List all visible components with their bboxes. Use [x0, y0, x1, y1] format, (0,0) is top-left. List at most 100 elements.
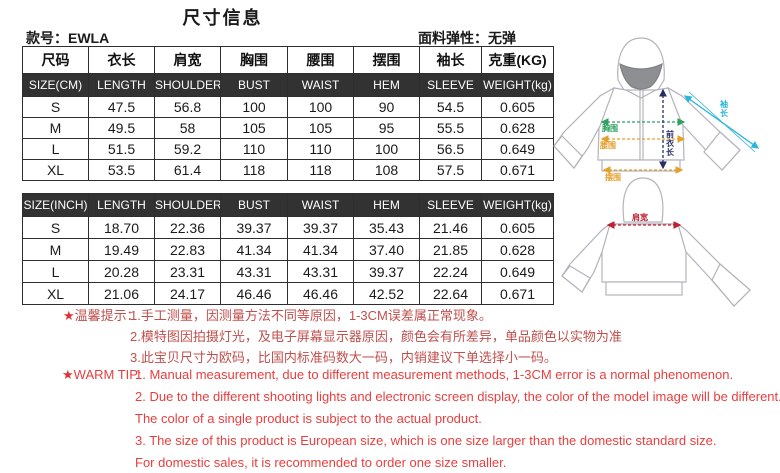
value-cell: 100 [287, 96, 354, 118]
value-cell: 46.46 [220, 282, 288, 305]
value-cell: 110 [220, 138, 288, 160]
bust-arrow-label: 胸围 [602, 124, 618, 133]
fabric-elasticity-label: 面料弹性：无弹 [418, 30, 516, 46]
column-header: WAIST [287, 193, 354, 217]
warm-tip-en-lines: 1. Manual measurement, due to different … [135, 364, 780, 473]
column-header: SIZE(CM) [22, 73, 89, 97]
column-header: BUST [220, 193, 288, 217]
column-header: BUST [220, 73, 288, 97]
value-cell: 20.28 [88, 260, 155, 283]
value-cell: 58 [154, 117, 221, 139]
inch-table-en-header-row: SIZE(INCH) LENGTH SHOULDER BUST WAIST HEM SLEE… [22, 193, 554, 217]
sleeve-arrow-label: 袖长 [720, 100, 728, 118]
star-icon: ★ [62, 367, 74, 382]
value-cell: 90 [353, 96, 420, 118]
warm-tip-english: ★WARM TIP: 1. Manual measurement, due to… [62, 364, 780, 473]
value-cell: 22.36 [154, 216, 221, 239]
value-cell: 22.24 [419, 260, 482, 283]
value-cell: 100 [353, 138, 420, 160]
value-cell: 43.31 [287, 260, 354, 283]
column-header: SHOULDER [154, 193, 221, 217]
style-number-label: 款号：EWLA [26, 30, 110, 46]
value-cell: 42.52 [353, 282, 420, 305]
note-line: For domestic sales, it is recommended to… [135, 455, 507, 470]
column-header: SLEEVE [419, 193, 482, 217]
size-cell: M [22, 238, 89, 261]
column-header: 尺码 [22, 46, 89, 74]
value-cell: 18.70 [88, 216, 155, 239]
value-cell: 118 [287, 159, 354, 181]
value-cell: 35.43 [353, 216, 420, 239]
hem-arrow-label: 摆围 [605, 173, 621, 182]
column-header: SIZE(INCH) [22, 193, 89, 217]
value-cell: 100 [220, 96, 288, 118]
value-cell: 95 [353, 117, 420, 139]
size-cell: S [22, 216, 89, 239]
cm-table-body: S 47.5 56.8 100 100 90 54.5 0.605 M 49.5 58 105 105 9… [22, 96, 554, 181]
column-header: LENGTH [88, 73, 155, 97]
value-cell: 57.5 [419, 159, 482, 181]
value-cell: 0.649 [481, 138, 554, 160]
column-header: 胸围 [220, 46, 288, 74]
column-header: 克重(KG) [481, 46, 554, 74]
warm-tip-cn-lines: 1.手工测量，因测量方法不同等原因，1-3CM误差属正常现象。 2.模特图因拍摄灯… [130, 305, 622, 368]
note-line: The color of a single product is subject… [135, 411, 482, 426]
size-cell: XL [22, 159, 89, 181]
back-view-jacket [561, 177, 751, 307]
table-row: S 18.70 22.36 39.37 39.37 35.43 21.46 0.605 [22, 216, 554, 239]
column-header: WEIGHT(kg) [481, 193, 554, 217]
warm-tip-cn-prefix: ★温馨提示： [63, 308, 140, 323]
value-cell: 19.49 [88, 238, 155, 261]
value-cell: 108 [353, 159, 420, 181]
table-row: L 51.5 59.2 110 110 100 56.5 0.649 [22, 138, 554, 160]
note-line: 2.模特图因拍摄灯光，及电子屏幕显示器原因，颜色会有所差异，单品颜色以实物为准 [130, 329, 622, 344]
column-header: 腰围 [287, 46, 354, 74]
table-row: L 20.28 23.31 43.31 43.31 39.37 22.24 0.649 [22, 260, 554, 283]
value-cell: 51.5 [88, 138, 155, 160]
value-cell: 55.5 [419, 117, 482, 139]
value-cell: 61.4 [154, 159, 221, 181]
value-cell: 54.5 [419, 96, 482, 118]
value-cell: 53.5 [88, 159, 155, 181]
size-cell: L [22, 260, 89, 283]
size-cell: L [22, 138, 89, 160]
jacket-diagram-svg [553, 37, 760, 307]
sleeve-arrow-2 [688, 91, 756, 153]
value-cell: 21.46 [419, 216, 482, 239]
note-line: 1.手工测量，因测量方法不同等原因，1-3CM误差属正常现象。 [130, 308, 492, 323]
value-cell: 21.06 [88, 282, 155, 305]
table-row: S 47.5 56.8 100 100 90 54.5 0.605 [22, 96, 554, 118]
value-cell: 0.605 [481, 96, 554, 118]
column-header: 摆围 [353, 46, 420, 74]
value-cell: 0.628 [481, 238, 554, 261]
waist-arrow-label: 腰围 [600, 141, 616, 150]
table-row: XL 53.5 61.4 118 118 108 57.5 0.671 [22, 159, 554, 181]
value-cell: 22.83 [154, 238, 221, 261]
column-header: LENGTH [88, 193, 155, 217]
measurement-diagram: 胸围 腰围 摆围 前衣长 袖长 肩宽 [552, 28, 780, 328]
warm-tip-chinese: ★温馨提示： 1.手工测量，因测量方法不同等原因，1-3CM误差属正常现象。 2.… [63, 305, 622, 368]
column-header: 袖长 [419, 46, 482, 74]
value-cell: 37.40 [353, 238, 420, 261]
shoulder-arrow-label: 肩宽 [632, 213, 648, 222]
warm-tip-en-prefix: ★WARM TIP: [62, 367, 142, 382]
value-cell: 21.85 [419, 238, 482, 261]
inch-table-body: S 18.70 22.36 39.37 39.37 35.43 21.46 0.605 M 19.… [22, 216, 554, 305]
value-cell: 105 [220, 117, 288, 139]
size-table-cm: 尺码 衣长 肩宽 胸围 腰围 摆围 袖长 克重(KG) SIZE(CM) LENGTH SHOUL… [22, 46, 554, 181]
value-cell: 49.5 [88, 117, 155, 139]
page-title: 尺寸信息 [182, 8, 263, 28]
note-line: 1. Manual measurement, due to different … [135, 367, 734, 382]
value-cell: 110 [287, 138, 354, 160]
front-measure-arrows [600, 88, 760, 174]
value-cell: 56.8 [154, 96, 221, 118]
value-cell: 118 [220, 159, 288, 181]
value-cell: 22.64 [419, 282, 482, 305]
note-line: 2. Due to the different shooting lights … [135, 389, 780, 404]
value-cell: 0.671 [481, 282, 554, 305]
value-cell: 39.37 [220, 216, 288, 239]
column-header: HEM [353, 193, 420, 217]
value-cell: 23.31 [154, 260, 221, 283]
table-row: XL 21.06 24.17 46.46 46.46 42.52 22.64 0.671 [22, 282, 554, 305]
